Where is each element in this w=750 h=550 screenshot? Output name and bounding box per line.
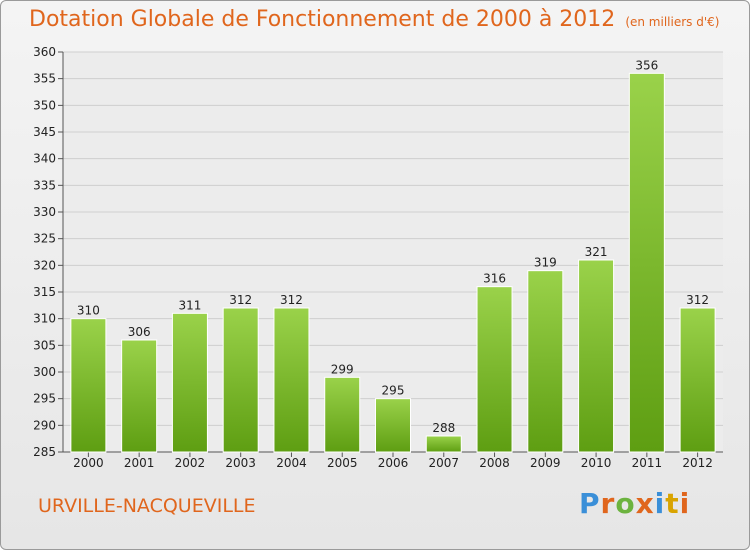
bar-2010 bbox=[578, 259, 615, 453]
chart-title: Dotation Globale de Fonctionnement de 20… bbox=[29, 7, 719, 32]
data-label-2000: 310 bbox=[77, 304, 100, 318]
bar-2003 bbox=[222, 307, 259, 453]
y-tick-label: 325 bbox=[33, 232, 56, 246]
data-label-2008: 316 bbox=[483, 272, 506, 286]
data-label-2007: 288 bbox=[432, 421, 455, 435]
data-label-2009: 319 bbox=[534, 256, 557, 270]
x-tick-label-2002: 2002 bbox=[175, 456, 206, 470]
data-label-2011: 356 bbox=[635, 58, 658, 72]
logo-letter: P bbox=[579, 487, 601, 520]
y-tick-label: 310 bbox=[33, 312, 56, 326]
logo-letter: i bbox=[654, 487, 666, 520]
chart-unit: (en milliers d'€) bbox=[625, 15, 720, 29]
data-label-2004: 312 bbox=[280, 293, 303, 307]
logo-letter: o bbox=[615, 487, 636, 520]
data-label-2001: 306 bbox=[128, 325, 151, 339]
x-tick-label-2011: 2011 bbox=[632, 456, 663, 470]
chart-title-text: Dotation Globale de Fonctionnement de 20… bbox=[29, 7, 616, 32]
logo-letter: x bbox=[635, 487, 655, 520]
y-tick-label: 335 bbox=[33, 178, 56, 192]
x-tick-label-2001: 2001 bbox=[124, 456, 155, 470]
bar-2000 bbox=[70, 318, 107, 453]
data-label-2006: 295 bbox=[382, 384, 405, 398]
data-label-2003: 312 bbox=[229, 293, 252, 307]
bar-2004 bbox=[273, 307, 310, 453]
y-tick-label: 315 bbox=[33, 285, 56, 299]
y-tick-label: 350 bbox=[33, 98, 56, 112]
bar-2009 bbox=[527, 270, 564, 453]
logo-letter: r bbox=[600, 487, 616, 520]
x-tick-label-2008: 2008 bbox=[479, 456, 510, 470]
y-tick-label: 345 bbox=[33, 125, 56, 139]
x-tick-label-2004: 2004 bbox=[276, 456, 307, 470]
x-tick-label-2010: 2010 bbox=[581, 456, 612, 470]
bar-2005 bbox=[324, 376, 361, 453]
y-tick-label: 290 bbox=[33, 418, 56, 432]
x-tick-label-2000: 2000 bbox=[73, 456, 104, 470]
bar-2006 bbox=[375, 398, 411, 453]
x-tick-label-2005: 2005 bbox=[327, 456, 358, 470]
y-tick-label: 285 bbox=[33, 445, 56, 459]
x-tick-label-2012: 2012 bbox=[682, 456, 713, 470]
data-label-2002: 311 bbox=[178, 298, 201, 312]
bar-2002 bbox=[171, 312, 208, 453]
y-tick-label: 360 bbox=[33, 45, 56, 59]
y-tick-label: 320 bbox=[33, 258, 56, 272]
commune-name: URVILLE-NACQUEVILLE bbox=[38, 495, 256, 517]
x-tick-label-2007: 2007 bbox=[428, 456, 459, 470]
proxiti-logo: Proxiti bbox=[579, 487, 690, 520]
data-label-2010: 321 bbox=[585, 245, 608, 259]
y-tick-label: 305 bbox=[33, 338, 56, 352]
logo-letter: t bbox=[665, 487, 680, 520]
bar-2007 bbox=[425, 435, 462, 453]
y-tick-label: 300 bbox=[33, 365, 56, 379]
bar-2012 bbox=[679, 307, 716, 453]
x-tick-label-2003: 2003 bbox=[225, 456, 256, 470]
y-tick-label: 295 bbox=[33, 392, 56, 406]
logo-letter: i bbox=[679, 487, 691, 520]
data-label-2012: 312 bbox=[686, 293, 709, 307]
bar-2008 bbox=[476, 286, 513, 453]
bar-2001 bbox=[121, 339, 158, 453]
bar-2011 bbox=[628, 72, 665, 453]
data-label-2005: 299 bbox=[331, 362, 354, 376]
y-tick-label: 330 bbox=[33, 205, 56, 219]
y-tick-label: 340 bbox=[33, 152, 56, 166]
y-tick-label: 355 bbox=[33, 72, 56, 86]
x-tick-label-2009: 2009 bbox=[530, 456, 561, 470]
x-tick-label-2006: 2006 bbox=[378, 456, 409, 470]
